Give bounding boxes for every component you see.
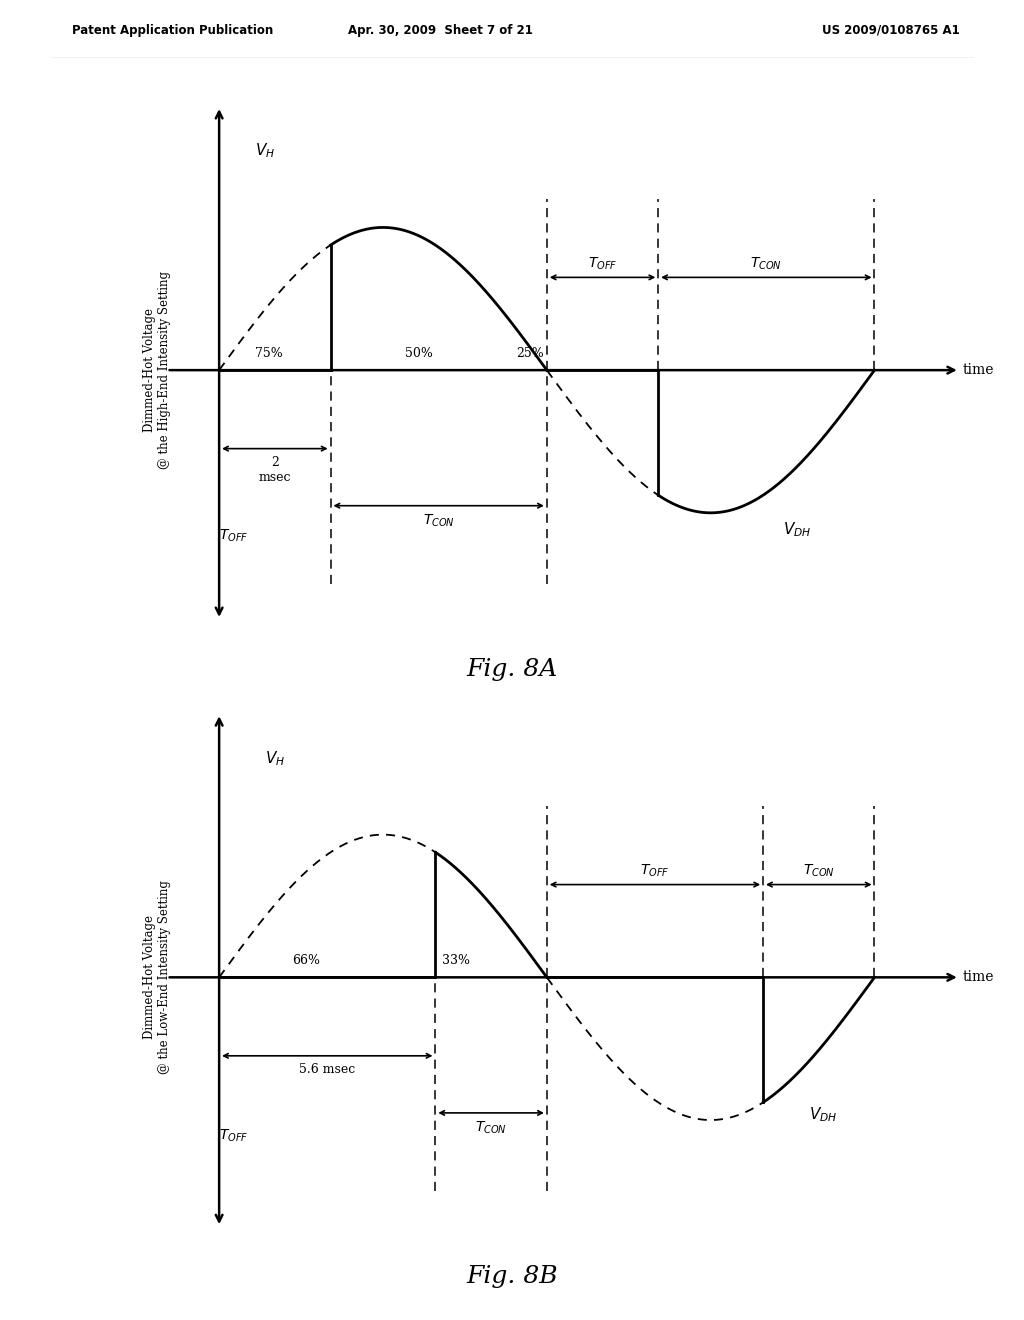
Text: $T_{OFF}$: $T_{OFF}$ [219, 527, 249, 544]
Text: US 2009/0108765 A1: US 2009/0108765 A1 [822, 24, 959, 37]
Text: Dimmed-Hot Voltage
@ the Low-End Intensity Setting: Dimmed-Hot Voltage @ the Low-End Intensi… [143, 880, 171, 1074]
Text: $T_{OFF}$: $T_{OFF}$ [588, 255, 617, 272]
Text: Apr. 30, 2009  Sheet 7 of 21: Apr. 30, 2009 Sheet 7 of 21 [348, 24, 532, 37]
Text: 50%: 50% [406, 347, 433, 360]
Text: 25%: 25% [516, 347, 544, 360]
Text: 75%: 75% [255, 347, 284, 360]
Text: 33%: 33% [442, 954, 470, 968]
Text: $V_H$: $V_H$ [255, 141, 275, 160]
Text: 66%: 66% [292, 954, 319, 968]
Text: $T_{CON}$: $T_{CON}$ [475, 1121, 507, 1137]
Text: Patent Application Publication: Patent Application Publication [72, 24, 273, 37]
Text: $V_{DH}$: $V_{DH}$ [809, 1106, 838, 1125]
Text: 2
msec: 2 msec [259, 455, 291, 483]
Text: Fig. 8A: Fig. 8A [466, 657, 558, 681]
Text: $T_{OFF}$: $T_{OFF}$ [219, 1127, 249, 1143]
Text: $T_{OFF}$: $T_{OFF}$ [640, 862, 670, 879]
Text: $T_{CON}$: $T_{CON}$ [751, 255, 782, 272]
Text: time: time [963, 363, 994, 378]
Text: $T_{CON}$: $T_{CON}$ [803, 862, 835, 879]
Text: time: time [963, 970, 994, 985]
Text: $V_{DH}$: $V_{DH}$ [782, 520, 811, 539]
Text: Fig. 8B: Fig. 8B [466, 1265, 558, 1288]
Text: $T_{CON}$: $T_{CON}$ [423, 513, 455, 529]
Text: $V_H$: $V_H$ [265, 748, 285, 767]
Text: Dimmed-Hot Voltage
@ the High-End Intensity Setting: Dimmed-Hot Voltage @ the High-End Intens… [143, 271, 171, 469]
Text: 5.6 msec: 5.6 msec [299, 1063, 355, 1076]
